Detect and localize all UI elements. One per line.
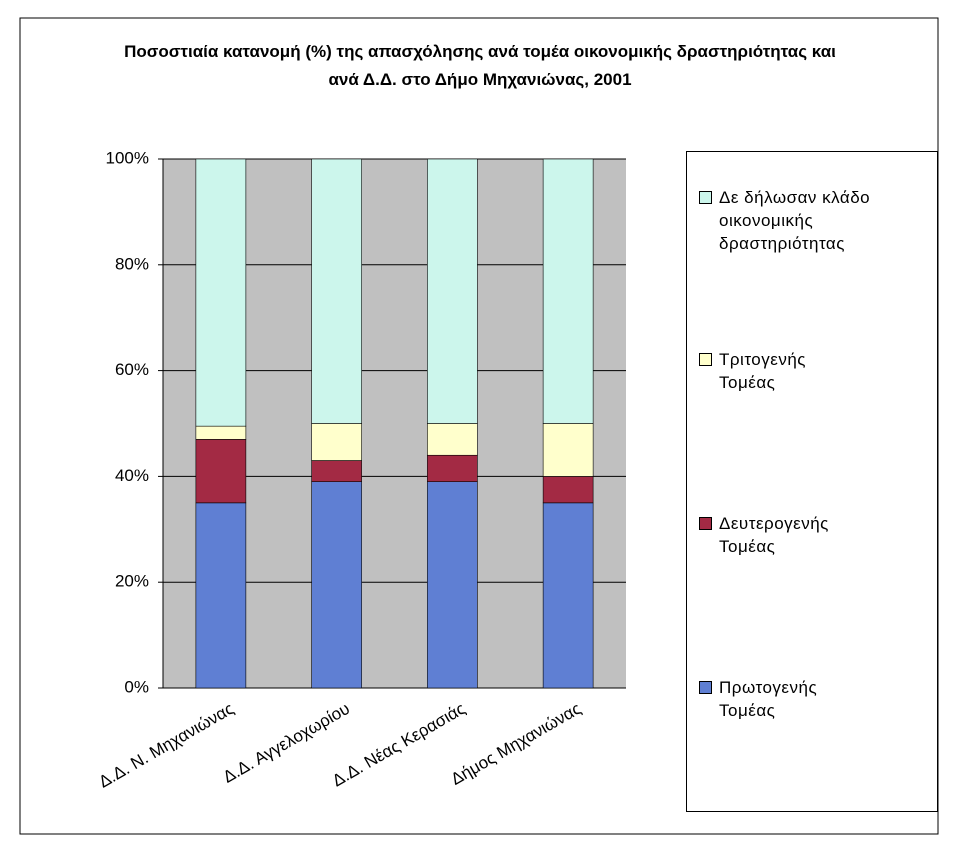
legend: Δε δήλωσαν κλάδο οικονομικής δραστηριότη… (686, 151, 938, 812)
bar-segment (195, 158, 247, 427)
legend-label: Τριτογενής Τομέας (719, 350, 806, 392)
bar-segment (542, 502, 594, 689)
y-tick-label: 60% (115, 360, 149, 379)
legend-item: Δε δήλωσαν κλάδο οικονομικής δραστηριότη… (699, 186, 879, 255)
y-tick-label: 80% (115, 254, 149, 273)
legend-label: Πρωτογενής Τομέας (719, 678, 818, 720)
legend-swatch (699, 353, 712, 366)
y-tick-label: 100% (106, 148, 149, 167)
bar-segment (311, 423, 362, 461)
legend-item: Δευτερογενής Τομέας (699, 512, 829, 558)
bar-segment (195, 502, 247, 689)
legend-item: Τριτογενής Τομέας (699, 348, 829, 394)
bar-segment (195, 439, 247, 504)
chart-title: Ποσοστιαία κατανομή (%) της απασχόλησης … (124, 42, 836, 89)
bar-segment (311, 481, 362, 689)
y-tick-label: 20% (115, 572, 149, 591)
bar-segment (311, 158, 362, 424)
legend-swatch (699, 191, 712, 204)
bar-segment (542, 423, 594, 477)
bar-segment (195, 425, 247, 440)
legend-label: Δευτερογενής Τομέας (719, 514, 829, 556)
legend-label: Δε δήλωσαν κλάδο οικονομικής δραστηριότη… (719, 188, 871, 253)
y-tick-label: 40% (115, 466, 149, 485)
y-tick-label: 0% (124, 677, 149, 696)
chart-border (19, 17, 939, 835)
legend-swatch (699, 517, 712, 530)
legend-item: Πρωτογενής Τομέας (699, 676, 829, 722)
bar-segment (311, 460, 362, 482)
bar-segment (427, 481, 478, 689)
legend-swatch (699, 681, 712, 694)
x-tick-label: Δήμος Μηχανιώνας (448, 699, 585, 789)
x-tick-label: Δ.Δ. Ν. Μηχανιώνας (95, 699, 237, 792)
bar-segment (427, 454, 478, 482)
bar-segment (427, 423, 478, 456)
bar-segment (542, 158, 594, 424)
bar-segment (542, 476, 594, 504)
bar-segment (427, 158, 478, 424)
